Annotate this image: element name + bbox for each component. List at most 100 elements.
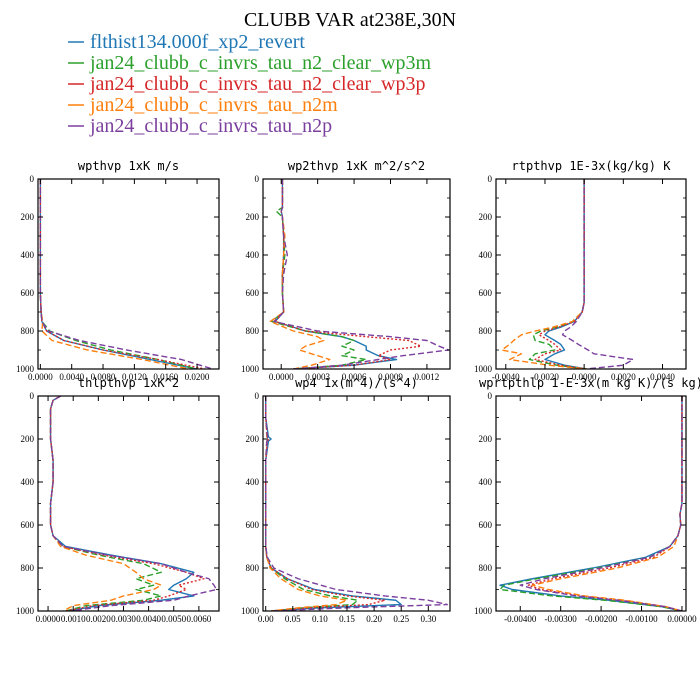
x-tick-label: -0.00100 — [625, 614, 658, 624]
x-tick-label: 0.0020 — [86, 614, 111, 624]
y-tick-label: 200 — [246, 212, 260, 222]
series-line — [49, 396, 218, 611]
series-line — [561, 179, 634, 369]
panel-title: wprtpthlp 1-E-3x(m kg K)/(s kg) — [479, 376, 700, 390]
series-line — [270, 179, 367, 369]
series-line — [274, 179, 398, 369]
x-tick-label: 0.20 — [366, 614, 382, 624]
x-tick-label: 0.10 — [312, 614, 328, 624]
y-tick-label: 600 — [21, 520, 35, 530]
x-tick-label: 0.0200 — [185, 372, 210, 382]
x-tick-label: 0.0000 — [269, 372, 294, 382]
y-tick-label: 800 — [246, 326, 260, 336]
y-tick-label: 800 — [479, 563, 493, 573]
panel-title: thlpthvp 1xK^2 — [78, 376, 179, 390]
x-tick-label: 0.00000 — [667, 614, 697, 624]
y-tick-label: 600 — [246, 520, 260, 530]
y-tick-label: 400 — [246, 250, 260, 260]
x-tick-label: 0.0006 — [342, 372, 367, 382]
panel-title: wpthvp 1xK m/s — [78, 159, 179, 173]
x-tick-label: -0.00300 — [545, 614, 578, 624]
y-tick-label: 600 — [479, 520, 493, 530]
series-line — [49, 396, 162, 611]
y-tick-label: 1000 — [16, 606, 35, 616]
x-tick-label: -0.0040 — [492, 372, 520, 382]
x-tick-label: -0.0020 — [531, 372, 559, 382]
y-tick-label: 200 — [246, 434, 260, 444]
series-line — [273, 179, 450, 369]
plot-panel: rtpthvp 1E-3x(kg/kg) K02004006008001000-… — [474, 159, 687, 382]
series-line — [39, 179, 213, 369]
plot-panel: wprtpthlp 1-E-3x(m kg K)/(s kg)0 200 400 60… — [474, 376, 700, 624]
y-tick-label: 600 — [21, 288, 35, 298]
x-tick-label: 0.0050 — [161, 614, 186, 624]
x-tick-label: 0.05 — [285, 614, 301, 624]
x-tick-label: 0.0000 — [28, 372, 53, 382]
y-tick-label: 0 — [30, 391, 35, 401]
plot-frame — [495, 395, 687, 612]
series-line — [265, 396, 348, 611]
x-tick-label: 0.25 — [393, 614, 409, 624]
y-tick-label: 600 — [479, 288, 493, 298]
x-tick-label: 0.0080 — [91, 372, 116, 382]
x-tick-label: 0.30 — [420, 614, 436, 624]
series-line — [527, 396, 683, 611]
x-tick-label: 0.0020 — [611, 372, 636, 382]
y-tick-label: 1000 — [16, 364, 35, 374]
series-line — [499, 396, 683, 611]
legend-entry: jan24_clubb_c_invrs_tau_n2_clear_wp3p — [89, 73, 425, 95]
x-tick-label: 0.0160 — [153, 372, 178, 382]
series-line — [39, 179, 206, 369]
y-tick-label: 200 — [479, 212, 493, 222]
figure-title: CLUBB VAR at238E,30N — [244, 9, 456, 31]
series-line — [544, 179, 587, 369]
y-tick-label: 1000 — [474, 606, 493, 616]
x-tick-label: 0.0003 — [305, 372, 330, 382]
x-tick-label: 0.0000 — [572, 372, 597, 382]
x-tick-label: 0.0120 — [122, 372, 147, 382]
y-tick-label: 1000 — [474, 364, 493, 374]
y-tick-label: 200 — [21, 434, 35, 444]
y-tick-label: 800 — [21, 563, 35, 573]
y-tick-label: 800 — [479, 326, 493, 336]
plot-frame — [262, 395, 451, 612]
series-line — [531, 396, 683, 611]
y-tick-label: 1000 — [241, 364, 260, 374]
series-line — [49, 396, 195, 611]
x-tick-label: 0.0040 — [136, 614, 161, 624]
y-tick-label: 800 — [246, 563, 260, 573]
y-tick-label: 400 — [246, 477, 260, 487]
y-tick-label: 600 — [246, 288, 260, 298]
series-line — [269, 179, 331, 369]
series-line — [274, 179, 422, 369]
series-line — [519, 396, 683, 611]
legend: flthist134.000f_xp2_revertjan24_clubb_c_… — [68, 31, 431, 137]
x-tick-label: -0.00200 — [585, 614, 618, 624]
series-line — [528, 179, 587, 369]
y-tick-label: 400 — [21, 477, 35, 487]
plot-frame — [37, 395, 220, 612]
y-tick-label: 0 — [255, 174, 260, 184]
series-line — [499, 396, 683, 611]
series-line — [49, 396, 205, 611]
legend-entry: jan24_clubb_c_invrs_tau_n2p — [89, 115, 332, 137]
x-tick-label: 0.0009 — [378, 372, 403, 382]
legend-entry: jan24_clubb_c_invrs_tau_n2m — [89, 94, 338, 116]
x-tick-label: 0.0060 — [187, 614, 212, 624]
plot-panel: wp2thvp 1xK m^2/s^2 0 200 400 600 800 1000 0.00… — [241, 159, 451, 382]
x-tick-label: 0.00 — [258, 614, 274, 624]
legend-entry: jan24_clubb_c_invrs_tau_n2_clear_wp3m — [89, 52, 431, 74]
y-tick-label: 0 — [255, 391, 260, 401]
series-line — [265, 396, 359, 611]
plot-frame — [495, 178, 687, 370]
x-tick-label: 0.0030 — [111, 614, 136, 624]
y-tick-label: 400 — [479, 477, 493, 487]
x-tick-label: 0.15 — [339, 614, 355, 624]
y-tick-label: 400 — [21, 250, 35, 260]
series-line — [265, 396, 448, 611]
y-tick-label: 800 — [21, 326, 35, 336]
y-tick-label: 0 — [30, 174, 35, 184]
